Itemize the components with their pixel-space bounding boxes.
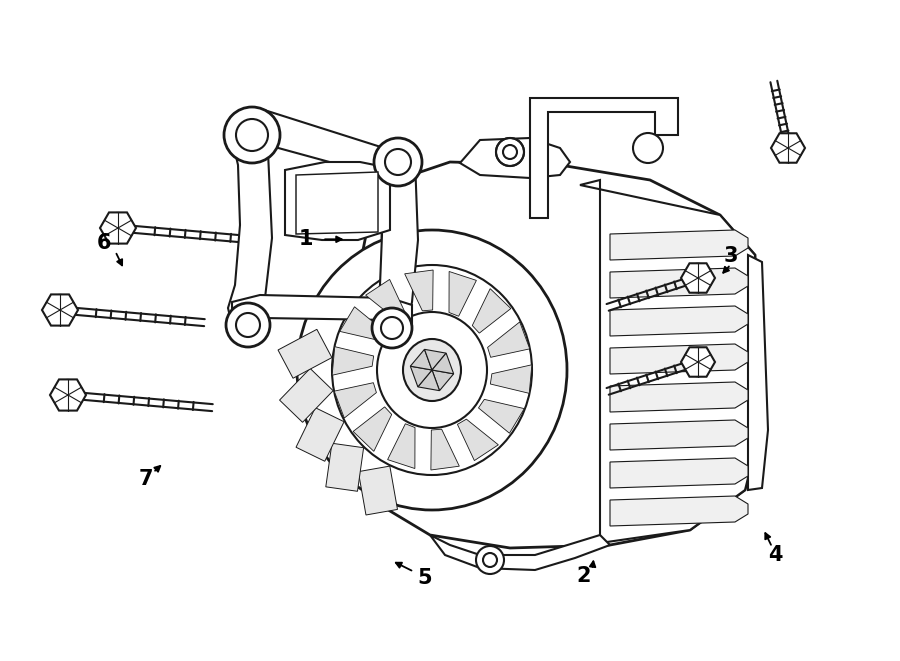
Polygon shape (296, 172, 378, 234)
Polygon shape (332, 346, 374, 375)
Polygon shape (610, 268, 748, 298)
Polygon shape (388, 424, 415, 469)
Circle shape (476, 546, 504, 574)
Circle shape (483, 553, 497, 567)
Circle shape (103, 213, 133, 243)
Circle shape (503, 145, 517, 159)
Polygon shape (100, 212, 136, 244)
Circle shape (633, 133, 663, 163)
Polygon shape (228, 152, 272, 330)
Polygon shape (410, 349, 432, 370)
Circle shape (684, 264, 713, 292)
Polygon shape (353, 407, 392, 451)
Circle shape (385, 149, 411, 175)
Polygon shape (610, 306, 748, 336)
Polygon shape (530, 98, 678, 218)
Polygon shape (610, 344, 748, 374)
Polygon shape (380, 185, 393, 505)
Polygon shape (432, 353, 454, 374)
Polygon shape (681, 347, 715, 377)
Polygon shape (334, 383, 376, 418)
Polygon shape (771, 134, 805, 163)
Polygon shape (405, 270, 433, 311)
Text: 1: 1 (299, 229, 313, 249)
Ellipse shape (332, 265, 532, 475)
Circle shape (381, 317, 403, 339)
Polygon shape (296, 408, 344, 461)
Polygon shape (410, 366, 432, 387)
Polygon shape (460, 138, 570, 178)
Polygon shape (479, 399, 524, 433)
Polygon shape (472, 289, 511, 333)
Polygon shape (358, 466, 398, 515)
Polygon shape (355, 162, 760, 548)
Polygon shape (432, 370, 454, 391)
Text: 6: 6 (96, 233, 111, 253)
Ellipse shape (377, 312, 487, 428)
Polygon shape (285, 162, 390, 240)
Polygon shape (748, 255, 768, 490)
Polygon shape (431, 429, 459, 470)
Text: 4: 4 (769, 545, 783, 565)
Polygon shape (610, 420, 748, 450)
Polygon shape (488, 322, 530, 358)
Text: 2: 2 (576, 566, 590, 586)
Text: 3: 3 (724, 247, 738, 266)
Text: 7: 7 (139, 469, 153, 489)
Ellipse shape (403, 339, 461, 401)
Circle shape (773, 134, 803, 163)
Polygon shape (610, 458, 748, 488)
Polygon shape (232, 295, 412, 325)
Polygon shape (50, 379, 86, 410)
Polygon shape (425, 349, 446, 370)
Polygon shape (340, 307, 385, 340)
Polygon shape (610, 496, 748, 526)
Circle shape (372, 308, 412, 348)
Circle shape (496, 138, 524, 166)
Polygon shape (457, 419, 499, 461)
Polygon shape (491, 365, 532, 393)
Circle shape (236, 119, 268, 151)
Polygon shape (365, 280, 407, 321)
Polygon shape (280, 368, 333, 422)
Polygon shape (681, 263, 715, 293)
Polygon shape (42, 294, 78, 326)
Circle shape (226, 303, 270, 347)
Polygon shape (449, 272, 476, 316)
Polygon shape (326, 444, 364, 491)
Circle shape (45, 295, 76, 325)
Ellipse shape (297, 230, 567, 510)
Polygon shape (610, 230, 748, 260)
Circle shape (374, 138, 422, 186)
Polygon shape (418, 370, 439, 391)
Polygon shape (278, 329, 332, 378)
Circle shape (53, 379, 84, 410)
Polygon shape (580, 180, 760, 543)
Polygon shape (610, 382, 748, 412)
Circle shape (684, 348, 713, 377)
Circle shape (224, 107, 280, 163)
Polygon shape (430, 535, 610, 570)
Polygon shape (376, 160, 418, 332)
Polygon shape (238, 108, 412, 178)
Text: 5: 5 (418, 568, 432, 588)
Circle shape (236, 313, 260, 337)
